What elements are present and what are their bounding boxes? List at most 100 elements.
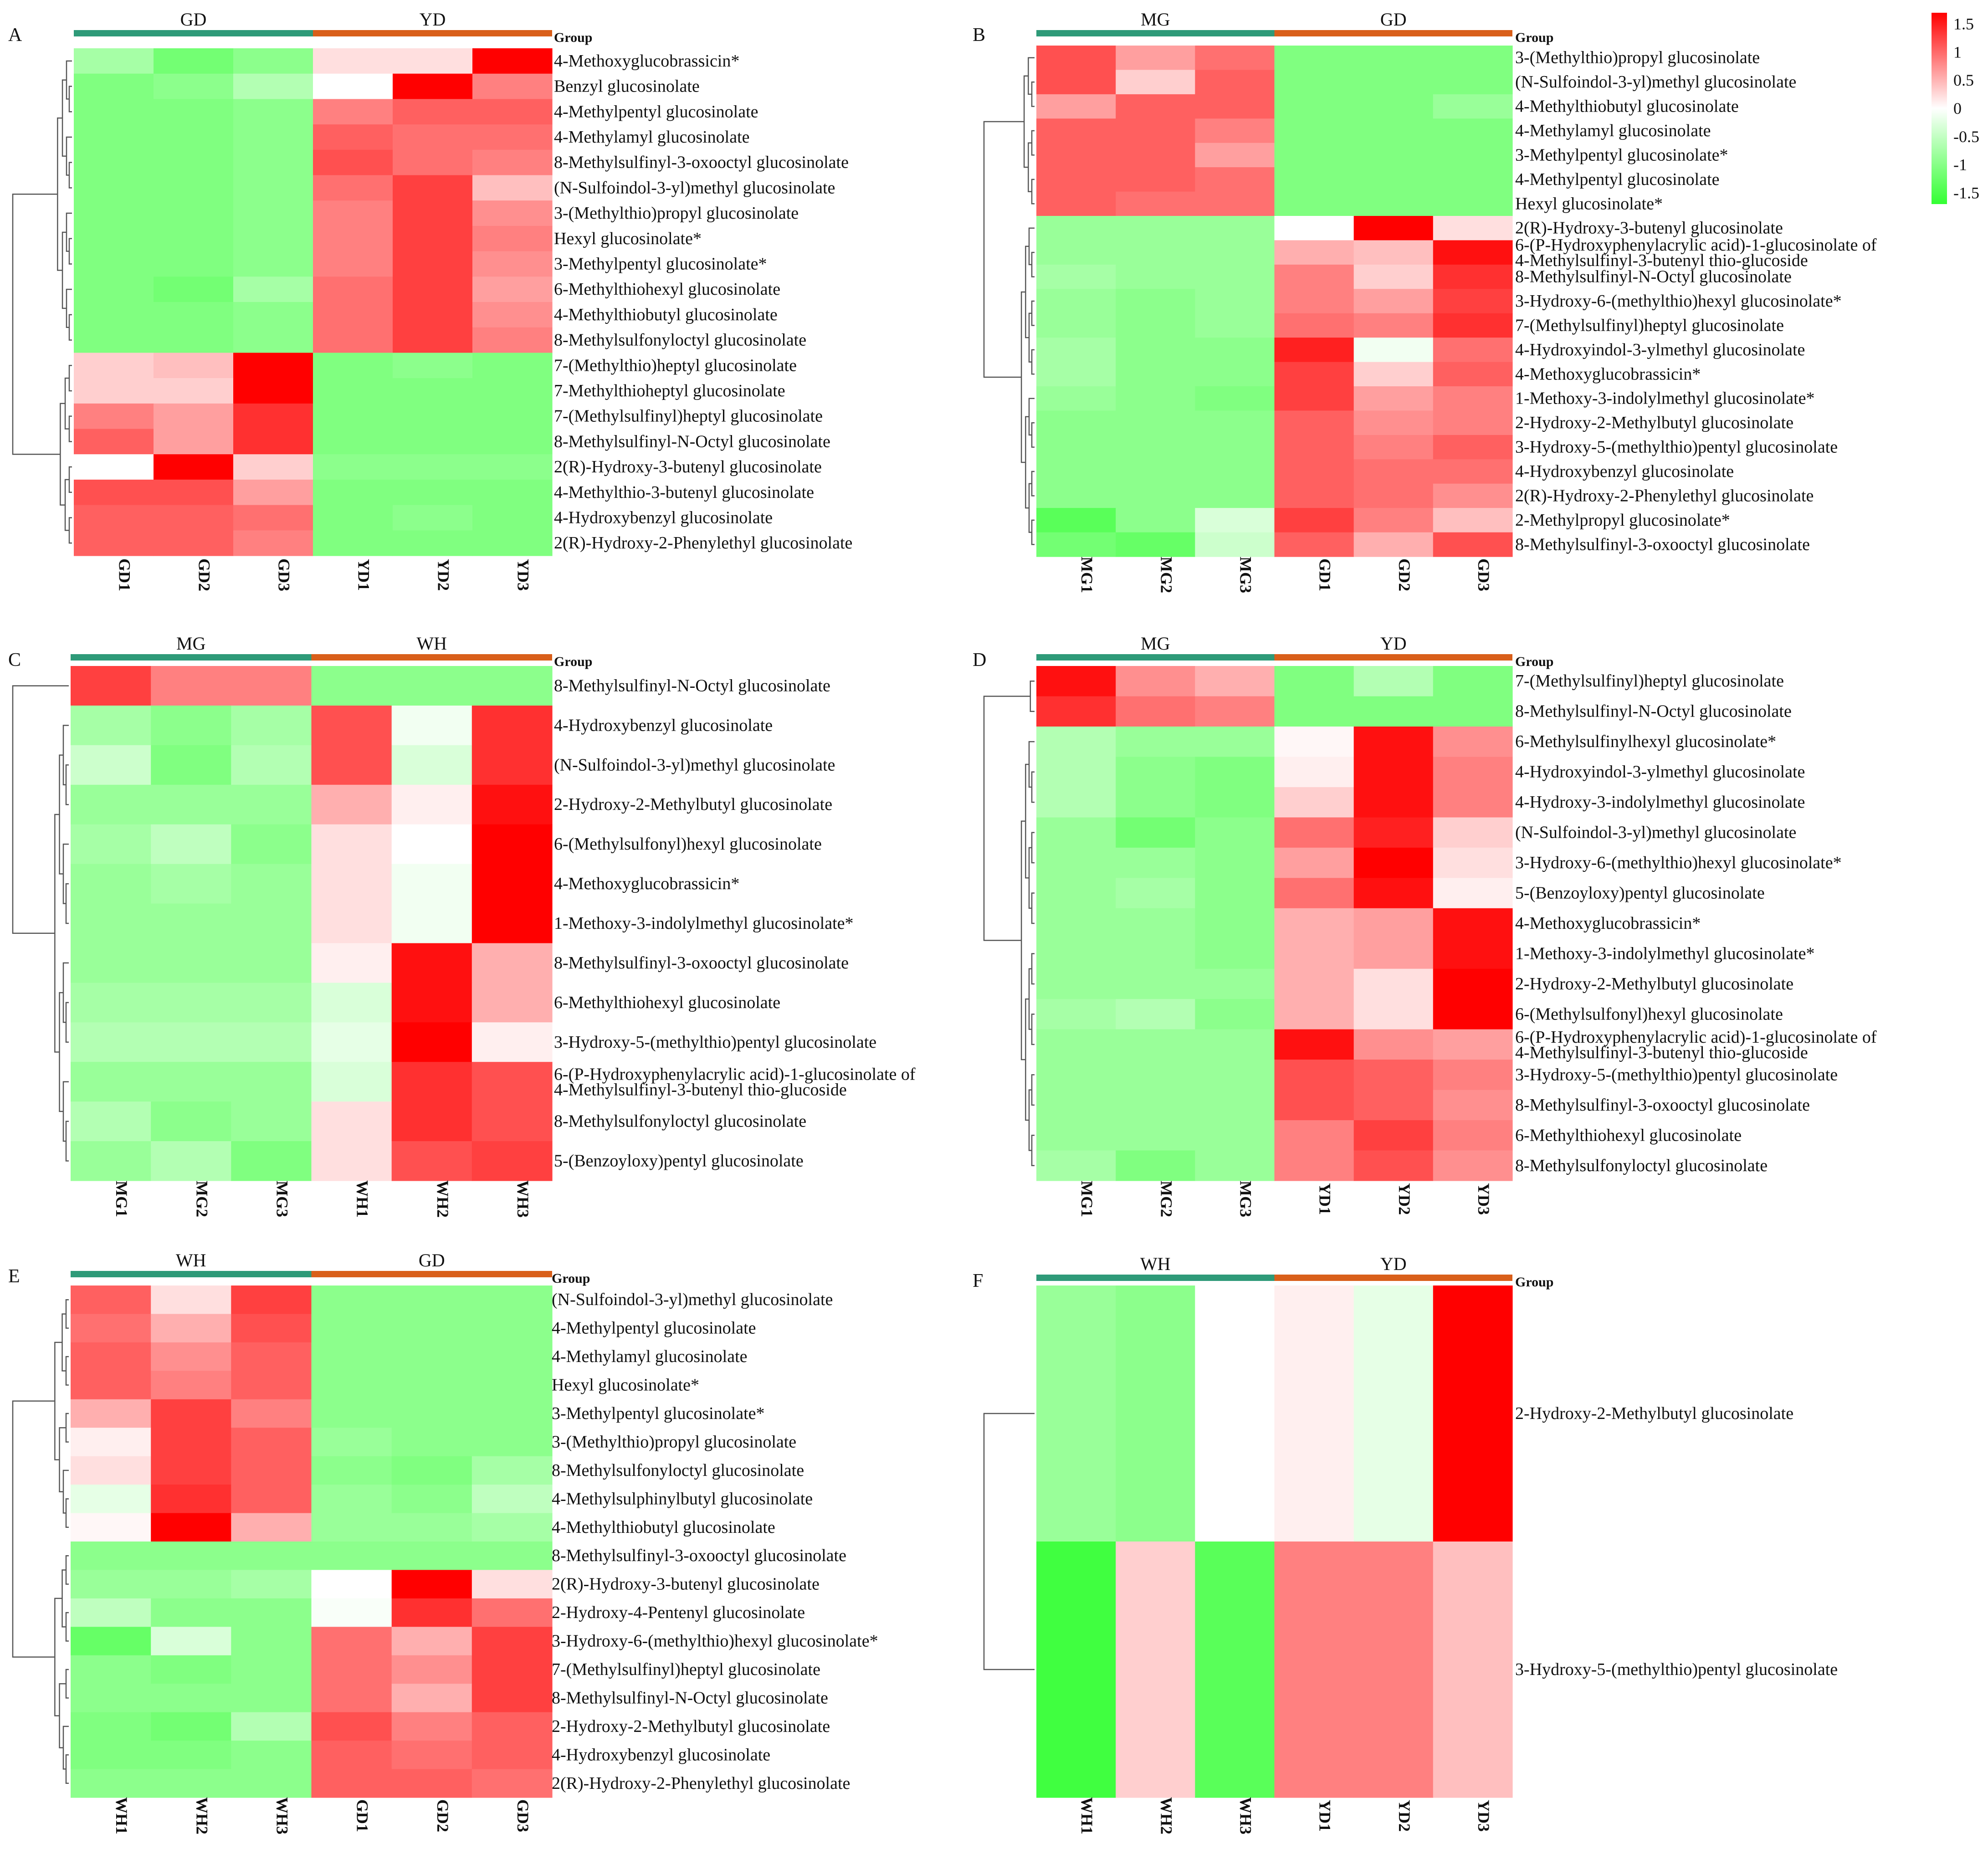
heatmap-cell xyxy=(1274,847,1354,878)
heatmap-cell xyxy=(313,251,393,277)
heatmap-cell xyxy=(472,353,553,379)
heatmap-cell xyxy=(1353,1060,1434,1091)
heatmap-cell xyxy=(71,1769,151,1798)
heatmap-cell xyxy=(311,745,392,785)
heatmap-cell xyxy=(74,175,154,201)
heatmap-cell xyxy=(1195,338,1275,363)
heatmap-cell xyxy=(1274,118,1354,143)
heatmap-cell xyxy=(393,403,473,430)
row-label: 6-Methylsulfinylhexyl glucosinolate* xyxy=(1515,732,1776,751)
heatmap-cell xyxy=(1116,878,1195,909)
heatmap-cell xyxy=(154,454,234,480)
heatmap-cell xyxy=(311,1542,392,1570)
heatmap-cell xyxy=(1116,847,1195,878)
heatmap-cell xyxy=(311,943,392,983)
heatmap-cell xyxy=(471,1485,553,1514)
heatmap-cell xyxy=(74,530,154,556)
heatmap-cell xyxy=(1116,46,1195,70)
dendrogram-branch xyxy=(1031,422,1035,448)
heatmap-cell xyxy=(231,1513,312,1542)
color-legend: 1.5 1 0.5 0 -0.5 -1 -1.5 xyxy=(1932,13,1979,204)
row-label: 4-Methylsulphinylbutyl glucosinolate xyxy=(552,1489,813,1508)
heatmap-cell xyxy=(74,353,154,379)
heatmap-cell xyxy=(151,745,231,785)
heatmap-cell xyxy=(1353,532,1434,557)
heatmap-cell xyxy=(1195,1286,1275,1542)
heatmap-cell xyxy=(1353,410,1434,435)
heatmap-cell xyxy=(391,1314,472,1343)
row-label: 3-Hydroxy-6-(methylthio)hexyl glucosinol… xyxy=(1515,853,1842,872)
heatmap-cell xyxy=(1353,191,1434,216)
column-label: YD1 xyxy=(1316,1183,1334,1215)
dendrogram-branch xyxy=(1020,291,1026,463)
dendrogram-branch xyxy=(65,883,69,924)
dendrogram-branch xyxy=(61,79,67,157)
dendrogram-branch xyxy=(1031,1014,1035,1045)
heatmap-cell xyxy=(1116,757,1195,788)
heatmap-cell xyxy=(1353,264,1434,289)
column-label: WH1 xyxy=(354,1180,372,1218)
heatmap-cell xyxy=(74,99,154,125)
dendrogram-branch xyxy=(1031,519,1035,545)
heatmap-cell xyxy=(391,943,472,983)
heatmap-cell xyxy=(311,1712,392,1741)
heatmap-cell xyxy=(71,1022,151,1062)
heatmap-cell xyxy=(471,824,553,865)
heatmap-cell xyxy=(1195,1060,1275,1091)
row-label: 2(R)-Hydroxy-2-Phenylethyl glucosinolate xyxy=(552,1774,850,1793)
heatmap-cell xyxy=(1036,191,1116,216)
heatmap-cell xyxy=(231,1371,312,1400)
heatmap-cell xyxy=(233,505,313,531)
row-label: 8-Methylsulfinyl-3-oxooctyl glucosinolat… xyxy=(1515,1096,1810,1115)
row-label: 7-(Methylthio)heptyl glucosinolate xyxy=(554,356,797,375)
column-label: MG3 xyxy=(273,1181,291,1217)
dendrogram-branch xyxy=(1031,251,1035,277)
row-label: 4-Hydroxy-3-indolylmethyl glucosinolate xyxy=(1515,793,1805,812)
heatmap-cell xyxy=(1433,532,1513,557)
heatmap-cell xyxy=(1433,1029,1513,1060)
heatmap-cell xyxy=(1195,1029,1275,1060)
heatmap-cell xyxy=(1116,459,1195,484)
row-label: 7-(Methylsulfinyl)heptyl glucosinolate xyxy=(1515,671,1784,691)
heatmap-cell xyxy=(391,1513,472,1542)
row-label: 8-Methylsulfonyloctyl glucosinolate xyxy=(1515,1156,1768,1175)
heatmap-cell xyxy=(74,429,154,455)
heatmap-cell xyxy=(393,124,473,150)
heatmap-cell xyxy=(311,1513,392,1542)
row-label: 4-Methylthiobutyl glucosinolate xyxy=(1515,97,1739,116)
column-label: MG3 xyxy=(1236,1181,1255,1217)
heatmap-cell xyxy=(391,824,472,865)
heatmap-cell xyxy=(1116,1120,1195,1151)
legend-tick-label: -0.5 xyxy=(1953,128,1979,146)
heatmap-cell xyxy=(74,200,154,226)
heatmap-cell xyxy=(471,864,553,904)
group-label: YD xyxy=(1380,1254,1407,1274)
heatmap-cell xyxy=(151,1456,231,1485)
row-label: 4-Methylamyl glucosinolate xyxy=(554,128,750,147)
heatmap-cell xyxy=(391,1684,472,1713)
heatmap-cell xyxy=(1274,410,1354,435)
heatmap-cell xyxy=(313,225,393,252)
row-label: 4-Hydroxybenzyl glucosinolate xyxy=(554,716,773,735)
heatmap-cell xyxy=(1116,216,1195,241)
heatmap-cell xyxy=(391,1542,472,1570)
group-label: MG xyxy=(176,633,205,654)
heatmap-cell xyxy=(1036,968,1116,999)
heatmap-cell xyxy=(1433,938,1513,969)
heatmap-cell xyxy=(74,454,154,480)
heatmap-cell xyxy=(154,277,234,302)
row-label: 4-Methylpentyl glucosinolate xyxy=(552,1319,756,1338)
heatmap-cell xyxy=(71,1570,151,1599)
heatmap-cell xyxy=(154,505,234,531)
row-label: 4-Methylthiobutyl glucosinolate xyxy=(554,305,778,324)
group-bar xyxy=(311,1271,552,1277)
heatmap-cell xyxy=(1195,143,1275,168)
group-label: GD xyxy=(419,1250,445,1270)
legend-tick-label: 1 xyxy=(1953,43,1962,61)
heatmap-cell xyxy=(311,1399,392,1428)
heatmap-cell xyxy=(1353,313,1434,338)
heatmap-cell xyxy=(1433,410,1513,435)
row-label: 4-Methoxyglucobrassicin* xyxy=(554,874,739,893)
column-label: WH3 xyxy=(273,1797,291,1834)
heatmap-cell xyxy=(71,864,151,904)
